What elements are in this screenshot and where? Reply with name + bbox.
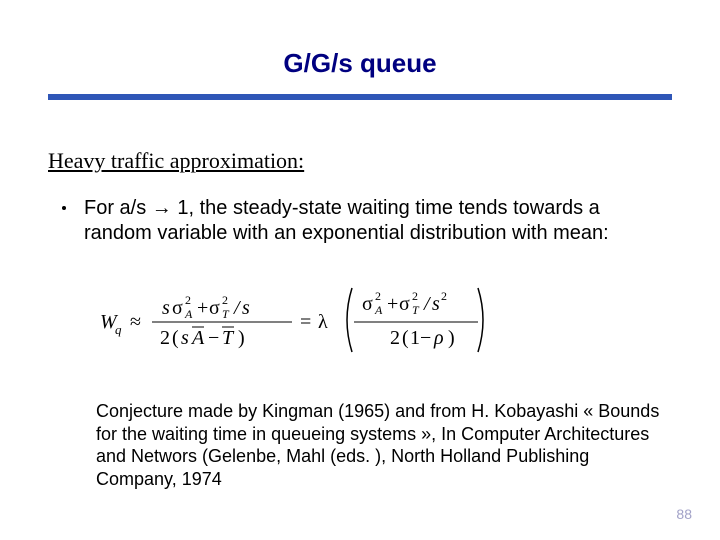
svg-text:A: A — [184, 307, 193, 321]
svg-text:s: s — [432, 293, 440, 315]
svg-text:(: ( — [172, 327, 179, 349]
svg-text:ρ: ρ — [433, 327, 444, 349]
svg-text:λ: λ — [318, 311, 328, 333]
subheading: Heavy traffic approximation: — [48, 148, 304, 174]
svg-text:2: 2 — [222, 293, 228, 307]
svg-text:=: = — [300, 311, 311, 333]
svg-text:(: ( — [402, 327, 409, 349]
svg-text:σ: σ — [362, 293, 373, 315]
svg-text:A: A — [190, 327, 205, 349]
svg-text:T: T — [222, 327, 235, 349]
svg-text:T: T — [222, 307, 230, 321]
svg-text:2: 2 — [412, 289, 418, 303]
svg-text:1: 1 — [410, 327, 420, 349]
bullet-dot-icon — [62, 206, 66, 210]
svg-text:2: 2 — [390, 327, 400, 349]
svg-text:/: / — [423, 293, 432, 315]
slide: G/G/s queue Heavy traffic approximation:… — [0, 0, 720, 540]
svg-text:≈: ≈ — [130, 311, 141, 333]
svg-text:−: − — [420, 327, 431, 349]
title-underline-rule — [48, 94, 672, 100]
slide-title: G/G/s queue — [0, 48, 720, 79]
svg-text:): ) — [238, 327, 245, 349]
svg-text:): ) — [448, 327, 455, 349]
svg-text:s: s — [181, 327, 189, 349]
bullet-text: For a/s → 1, the steady-state waiting ti… — [84, 196, 672, 246]
svg-text:s: s — [162, 297, 170, 319]
svg-text:2: 2 — [441, 289, 447, 303]
svg-text:T: T — [412, 303, 420, 317]
arrow-icon: → — [152, 197, 172, 219]
bullet-prefix: For a/s — [84, 197, 152, 219]
svg-text:/: / — [233, 297, 242, 319]
svg-text:+: + — [387, 293, 398, 315]
svg-text:A: A — [374, 303, 383, 317]
svg-text:+: + — [197, 297, 208, 319]
bullet-item: For a/s → 1, the steady-state waiting ti… — [62, 196, 672, 246]
svg-text:s: s — [242, 297, 250, 319]
reference-text: Conjecture made by Kingman (1965) and fr… — [96, 400, 664, 490]
svg-text:σ: σ — [172, 297, 183, 319]
svg-text:−: − — [208, 327, 219, 349]
svg-text:2: 2 — [160, 327, 170, 349]
svg-text:σ: σ — [399, 293, 410, 315]
svg-text:σ: σ — [209, 297, 220, 319]
svg-text:2: 2 — [185, 293, 191, 307]
svg-text:2: 2 — [375, 289, 381, 303]
formula-svg: Wq≈sσ2A+σ2T/s2(sA−T)=λσ2A+σ2T/s22(1−ρ) — [100, 280, 600, 360]
formula: Wq≈sσ2A+σ2T/s2(sA−T)=λσ2A+σ2T/s22(1−ρ) — [100, 280, 600, 360]
page-number: 88 — [676, 506, 692, 522]
svg-text:q: q — [115, 322, 122, 337]
